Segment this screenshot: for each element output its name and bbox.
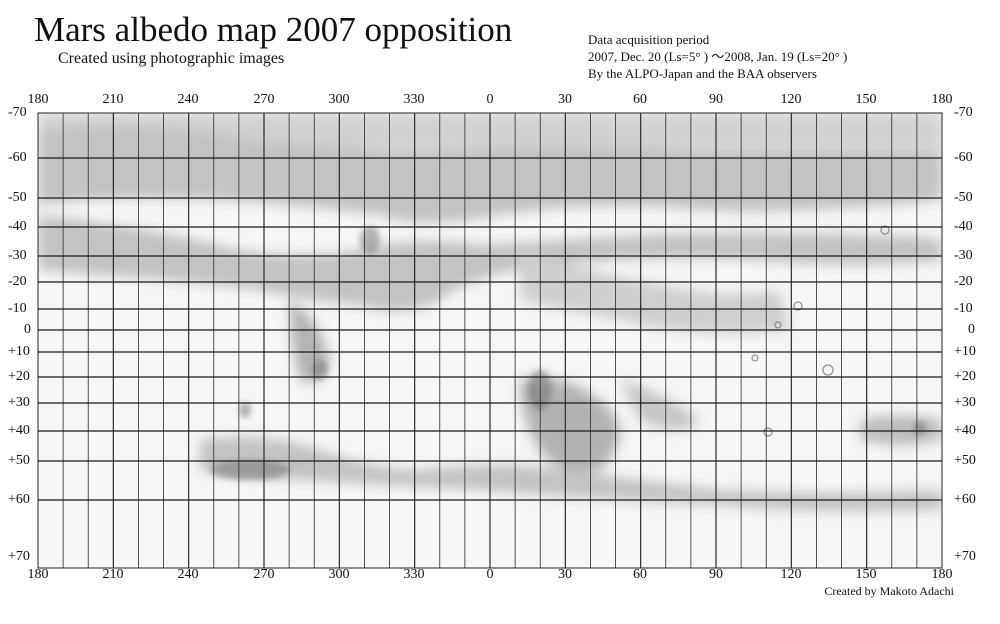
author-credit: Created by Makoto Adachi xyxy=(824,584,954,598)
lat-label: -60 xyxy=(954,150,973,165)
lon-label: 180 xyxy=(27,567,49,582)
info-line-observers: By the ALPO-Japan and the BAA observers xyxy=(588,66,817,81)
lon-label: 210 xyxy=(102,92,124,107)
lon-label: 120 xyxy=(780,567,802,582)
lon-label: 0 xyxy=(486,567,494,582)
lon-label: 60 xyxy=(633,567,647,582)
map-subtitle: Created using photographic images xyxy=(58,50,285,67)
lat-label: +30 xyxy=(8,395,30,410)
lat-label: -20 xyxy=(8,274,27,289)
lat-label: +10 xyxy=(8,344,30,359)
lon-label: 300 xyxy=(328,92,350,107)
lon-label: 30 xyxy=(558,567,572,582)
lon-label: 150 xyxy=(855,567,877,582)
map-title: Mars albedo map 2007 opposition xyxy=(34,10,513,49)
lat-label: -30 xyxy=(8,248,27,263)
latitude-axis-left: -70 -60 -50 -40 -30 -20 -10 0 +10 +20 +3… xyxy=(0,0,60,624)
longitude-axis-top: 180 210 240 270 300 330 0 30 60 90 120 1… xyxy=(0,92,1000,110)
lon-label: 90 xyxy=(709,92,723,107)
lat-label: 0 xyxy=(968,322,975,337)
lat-label: +20 xyxy=(8,369,30,384)
lon-label: 210 xyxy=(102,567,124,582)
lon-label: 270 xyxy=(253,567,275,582)
lon-label: 330 xyxy=(403,92,425,107)
lat-label: -20 xyxy=(954,274,973,289)
lat-label: -10 xyxy=(954,301,973,316)
lat-label: +50 xyxy=(954,453,976,468)
lon-label: 180 xyxy=(27,92,49,107)
lon-label: 330 xyxy=(403,567,425,582)
info-line-period-heading: Data acquisition period xyxy=(588,32,710,47)
lat-label: +30 xyxy=(954,395,976,410)
lat-label: -70 xyxy=(8,105,27,120)
info-line-dates: 2007, Dec. 20 (Ls=5° ) ～2008, Jan. 19 (L… xyxy=(588,49,848,64)
lon-label: 180 xyxy=(931,92,953,107)
lat-label: -60 xyxy=(8,150,27,165)
lon-label: 270 xyxy=(253,92,275,107)
meridian-lines xyxy=(62,113,918,568)
latitude-axis-right: -70 -60 -50 -40 -30 -20 -10 0 +10 +20 +3… xyxy=(0,0,976,624)
lat-label: +40 xyxy=(954,423,976,438)
lon-label: 180 xyxy=(931,567,953,582)
lat-label: +70 xyxy=(954,549,976,564)
map-border xyxy=(37,112,943,569)
lon-label: 240 xyxy=(177,92,199,107)
acquisition-info: Data acquisition period 2007, Dec. 20 (L… xyxy=(588,31,847,82)
lat-label: +20 xyxy=(954,369,976,384)
lat-label: -50 xyxy=(8,190,27,205)
lat-label: +40 xyxy=(8,423,30,438)
lat-label: +60 xyxy=(8,492,30,507)
lon-label: 60 xyxy=(633,92,647,107)
lat-label: -40 xyxy=(954,219,973,234)
lat-label: +10 xyxy=(954,344,976,359)
lon-label: 30 xyxy=(558,92,572,107)
lon-label: 90 xyxy=(709,567,723,582)
lat-label: -40 xyxy=(8,219,27,234)
lat-label: -70 xyxy=(954,105,973,120)
lat-label: -10 xyxy=(8,301,27,316)
parallel-lines xyxy=(38,157,942,501)
lon-label: 300 xyxy=(328,567,350,582)
lon-label: 240 xyxy=(177,567,199,582)
lon-label: 0 xyxy=(486,92,494,107)
lon-label: 150 xyxy=(855,92,877,107)
lat-label: +60 xyxy=(954,492,976,507)
lat-label: -30 xyxy=(954,248,973,263)
lat-label: +50 xyxy=(8,453,30,468)
lon-label: 120 xyxy=(780,92,802,107)
longitude-axis-bottom: 180 210 240 270 300 330 0 30 60 90 120 1… xyxy=(0,567,1000,585)
lat-label: +70 xyxy=(8,549,30,564)
lat-label: -50 xyxy=(954,190,973,205)
lat-label: 0 xyxy=(24,322,31,337)
